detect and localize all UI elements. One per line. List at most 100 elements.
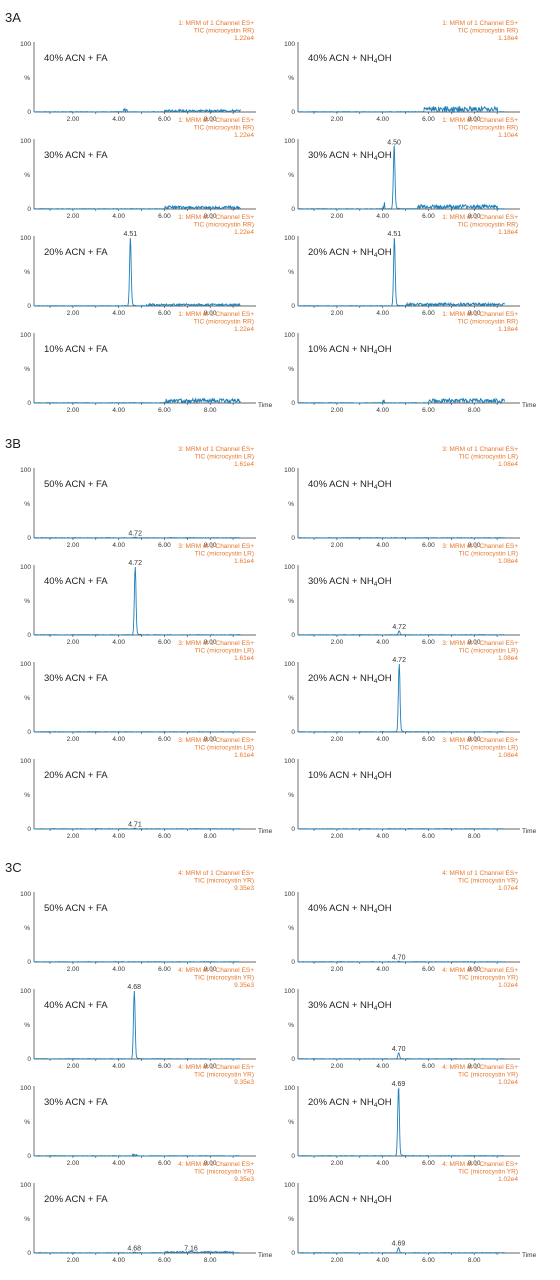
trace-header-line: 3: MRM of 1 Channel ES+ [178,640,254,647]
time-axis-label: Time [522,1252,537,1259]
x-tick-label: 6.00 [422,639,435,646]
chromatogram-panel: 100%02.00 4.00 6.00 8.001: MRM of 1 Channel… [20,214,256,317]
chromatogram-trace [297,1246,505,1254]
peak-label: 4.70 [392,1046,406,1053]
y-max-label: 100 [20,138,31,145]
condition-label: 50% ACN + FA [44,479,108,490]
x-tick-label: 8.00 [204,736,217,743]
chromatogram-trace [297,397,505,405]
trace-header-line: 4: MRM of 1 Channel ES+ [178,1161,254,1168]
chromatogram-trace [33,397,241,405]
chromatogram-panel: 100%02.00 4.00 6.00 8.003: MRM of 1 Channel… [284,543,520,646]
y-unit-label: % [288,1119,294,1126]
x-tick-label: 2.00 [67,1160,80,1167]
chromatogram-panel: 100%02.00 4.00 6.00 8.001: MRM of 1 Channel… [284,214,520,317]
condition-label: 10% ACN + NH4OH [308,344,392,356]
trace-header-line: 4: MRM of 1 Channel ES+ [442,1064,518,1071]
x-tick-label: 6.00 [158,833,171,840]
chromatogram-panel: 100%02.00 4.00 6.00 8.004: MRM of 1 Channel… [20,967,256,1070]
trace-header-line: 1.61e4 [234,558,254,565]
y-min-label: 0 [291,206,295,213]
chromatogram-trace [33,204,241,211]
x-tick-label: 4.00 [376,736,389,743]
y-unit-label: % [24,792,30,799]
y-min-label: 0 [27,729,31,736]
time-axis-label: Time [258,1252,273,1259]
trace-header-line: 1: MRM of 1 Channel ES+ [442,117,518,124]
x-tick-label: 2.00 [67,116,80,123]
trace-header-line: TIC (microcystin YR) [194,878,254,885]
trace-header-line: 1.18e4 [498,35,518,42]
x-tick-label: 4.00 [376,310,389,317]
y-unit-label: % [24,1022,30,1029]
y-min-label: 0 [27,1056,31,1063]
x-tick-label: 4.00 [112,213,125,220]
trace-header-line: 9.35e3 [234,885,254,892]
y-unit-label: % [24,269,30,276]
x-tick-label: 2.00 [67,966,80,973]
x-tick-label: 8.00 [204,1063,217,1070]
chromatogram-trace [33,1153,241,1158]
x-tick-label: 8.00 [468,833,481,840]
x-tick-label: 2.00 [67,833,80,840]
trace-header-line: TIC (microcystin RR) [194,125,254,132]
trace-header-line: TIC (microcystin RR) [458,28,518,35]
y-min-label: 0 [27,206,31,213]
y-unit-label: % [288,1216,294,1223]
chromatogram-panel: 100% 0 2.00 4.00 6.00 8.00 Time 1: MRM of 1 Cha… [20,311,272,414]
y-min-label: 0 [27,1250,31,1257]
trace-header-line: 4: MRM of 1 Channel ES+ [178,1064,254,1071]
y-max-label: 100 [284,41,295,48]
chromatogram-panel: 100%02.00 4.00 6.00 8.003: MRM of 1 Channel… [20,446,256,549]
x-tick-label: 8.00 [204,1160,217,1167]
trace-header-line: TIC (microcystin RR) [458,319,518,326]
x-tick-label: 6.00 [158,407,171,414]
peak-label: 4.71 [128,821,142,828]
x-tick-label: 8.00 [468,1063,481,1070]
trace-header-line: 3: MRM of 1 Channel ES+ [442,543,518,550]
y-max-label: 100 [284,1182,295,1189]
x-tick-label: 4.00 [376,639,389,646]
trace-header-line: 4: MRM of 1 Channel ES+ [178,967,254,974]
x-tick-label: 4.00 [112,1257,125,1264]
trace-header-line: TIC (microcystin YR) [194,975,254,982]
x-tick-label: 2.00 [67,1063,80,1070]
y-min-label: 0 [27,826,31,833]
condition-label: 30% ACN + FA [44,150,108,161]
trace-header-line: 3: MRM of 1 Channel ES+ [178,737,254,744]
x-tick-label: 6.00 [422,1063,435,1070]
x-tick-label: 6.00 [422,966,435,973]
chromatogram-trace [33,990,241,1060]
y-unit-label: % [288,598,294,605]
y-min-label: 0 [27,109,31,116]
trace-header-line: TIC (microcystin YR) [458,1169,518,1176]
y-unit-label: % [24,172,30,179]
chromatogram-trace [33,237,241,308]
peak-label: 4.68 [127,1245,141,1252]
trace-header-line: TIC (microcystin LR) [459,745,518,752]
chromatogram-trace [33,566,241,636]
peak-label: 4.70 [392,954,406,961]
y-unit-label: % [24,75,30,82]
trace-header-line: 3: MRM of 1 Channel ES+ [442,446,518,453]
y-min-label: 0 [291,303,295,310]
trace-header-line: 1.61e4 [234,461,254,468]
x-tick-label: 8.00 [468,116,481,123]
x-tick-label: 2.00 [331,407,344,414]
chromatogram-panel: 100% 0 2.00 4.00 6.00 8.00 Time 1: MRM of 1 Cha… [284,311,536,414]
y-max-label: 100 [284,891,295,898]
x-tick-label: 8.00 [468,407,481,414]
trace-header-line: 1.22e4 [234,132,254,139]
condition-label: 10% ACN + NH4OH [308,1194,392,1206]
y-min-label: 0 [27,400,31,407]
trace-header-line: 4: MRM of 1 Channel ES+ [442,967,518,974]
x-tick-label: 8.00 [204,116,217,123]
x-tick-label: 8.00 [204,1257,217,1264]
x-tick-label: 4.00 [112,407,125,414]
x-tick-label: 4.00 [376,542,389,549]
y-unit-label: % [24,1119,30,1126]
y-unit-label: % [24,925,30,932]
x-tick-label: 6.00 [158,966,171,973]
x-tick-label: 6.00 [422,833,435,840]
